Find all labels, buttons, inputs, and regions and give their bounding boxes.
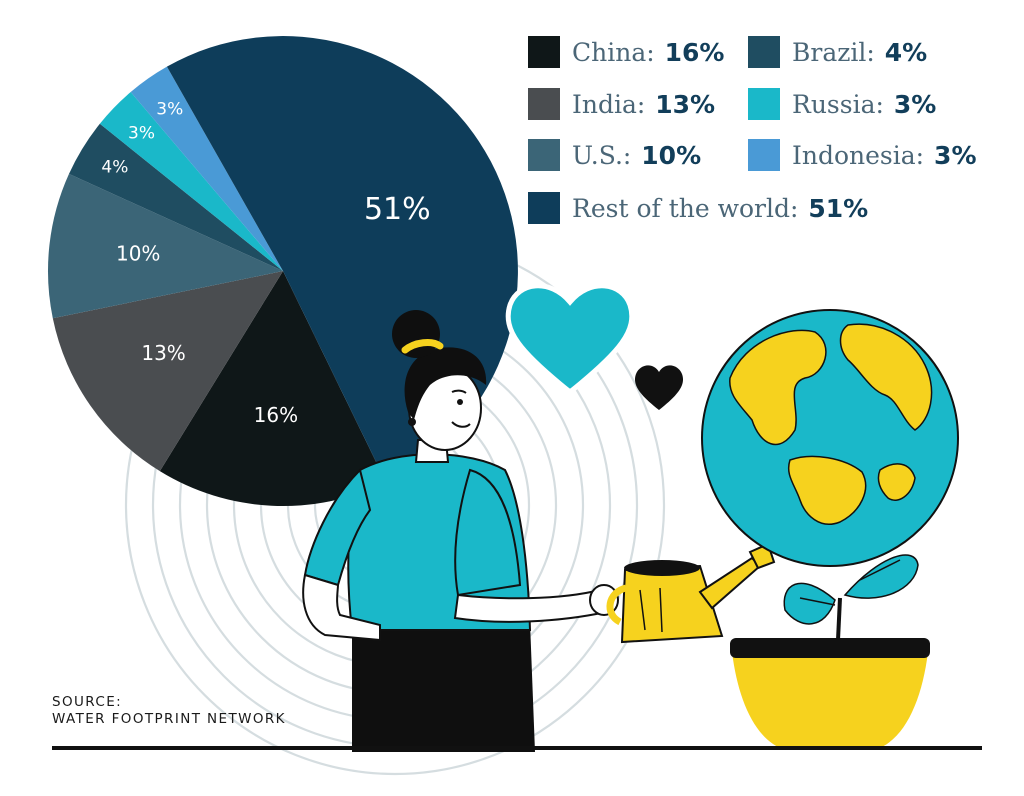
legend-swatch-india (528, 88, 560, 120)
legend-item-us: U.S.: 10% (528, 138, 701, 172)
legend-item-india: India: 13% (528, 87, 715, 121)
legend-swatch-russia (748, 88, 780, 120)
legend-swatch-brazil (748, 36, 780, 68)
legend-label: China: (572, 37, 655, 67)
pie-slice-china (159, 271, 387, 507)
legend-item-brazil: Brazil: 4% (748, 35, 927, 69)
legend-item-indonesia: Indonesia: 3% (748, 138, 977, 172)
legend-swatch-china (528, 36, 560, 68)
woman-figure (302, 310, 619, 752)
ground-line (52, 746, 982, 750)
legend-item-russia: Russia: 3% (748, 87, 936, 121)
source-label: SOURCE: (52, 694, 123, 710)
legend-value: 3% (934, 140, 977, 170)
legend-value: 4% (884, 37, 928, 67)
pie-slice-india (52, 271, 283, 472)
pie-slice-label: 10% (116, 241, 160, 265)
legend-label: Indonesia: (792, 140, 925, 170)
pie-slice-label: 16% (254, 403, 298, 427)
legend-label: Russia: (792, 89, 884, 119)
legend-label: India: (572, 89, 646, 119)
heart-icon-large (505, 283, 635, 396)
legend-label: U.S.: (572, 140, 632, 170)
legend-label: Brazil: (792, 37, 875, 67)
chart-legend: China: 16% India: 13% U.S.: 10% Brazil: … (528, 30, 998, 230)
pie-slice-label: 13% (141, 341, 185, 365)
source-name: WATER FOOTPRINT NETWORK (52, 711, 286, 727)
pie-slice-russia (99, 92, 283, 271)
pie-slice-label: 3% (128, 123, 155, 143)
heart-icon-small (634, 365, 684, 410)
pie-chart (48, 36, 518, 507)
pie-slice-label: 4% (101, 158, 128, 178)
globe-plant-icon (701, 309, 959, 750)
source-note: SOURCE: WATER FOOTPRINT NETWORK (52, 694, 286, 728)
legend-value: 10% (641, 140, 702, 170)
legend-swatch-us (528, 139, 560, 171)
pie-slice-u-s (48, 173, 283, 319)
pie-slice-label: 3% (156, 99, 183, 119)
legend-item-rest-of-world: Rest of the world: 51% (528, 191, 868, 225)
pie-slice-label: 51% (364, 192, 431, 227)
pie-slice-brazil (68, 123, 284, 271)
legend-item-china: China: 16% (528, 35, 724, 69)
pie-slice-indonesia (130, 66, 283, 271)
watering-can-icon (606, 542, 776, 644)
legend-value: 3% (893, 89, 937, 119)
legend-swatch-indonesia (748, 139, 780, 171)
legend-value: 13% (655, 89, 716, 119)
legend-value: 51% (808, 193, 869, 223)
pie-slice-labels: 16%13%10%4%3%3%51% (101, 99, 430, 427)
legend-label: Rest of the world: (572, 193, 799, 223)
legend-swatch-rest-of-world (528, 192, 560, 224)
legend-value: 16% (664, 37, 725, 67)
